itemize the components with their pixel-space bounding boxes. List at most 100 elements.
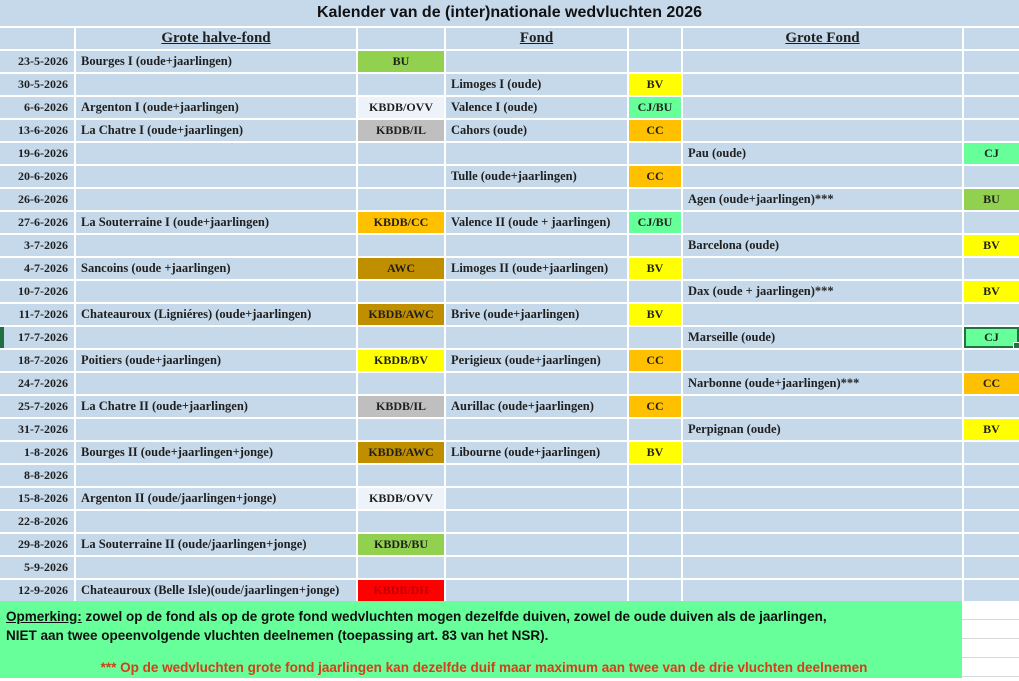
race-name-cell[interactable]: La Souterraine I (oude+jaarlingen): [76, 212, 356, 233]
race-name-cell[interactable]: [683, 465, 962, 486]
race-name-cell[interactable]: [683, 557, 962, 578]
organizer-badge[interactable]: BV: [629, 74, 681, 95]
organizer-badge[interactable]: KBDB/AWC: [358, 442, 444, 463]
date-cell[interactable]: 13-6-2026: [0, 120, 74, 141]
date-cell[interactable]: 23-5-2026: [0, 51, 74, 72]
date-cell[interactable]: 5-9-2026: [0, 557, 74, 578]
empty-badge-cell[interactable]: [358, 74, 444, 95]
race-name-cell[interactable]: [76, 235, 356, 256]
race-name-cell[interactable]: Valence II (oude + jaarlingen): [446, 212, 627, 233]
race-name-cell[interactable]: Bourges II (oude+jaarlingen+jonge): [76, 442, 356, 463]
empty-badge-cell[interactable]: [964, 304, 1019, 325]
empty-cell[interactable]: [962, 601, 1019, 620]
empty-badge-cell[interactable]: [964, 97, 1019, 118]
race-name-cell[interactable]: [446, 235, 627, 256]
organizer-badge[interactable]: CC: [629, 396, 681, 417]
empty-badge-cell[interactable]: [964, 166, 1019, 187]
race-name-cell[interactable]: Argenton II (oude/jaarlingen+jonge): [76, 488, 356, 509]
organizer-badge[interactable]: CJ: [964, 143, 1019, 164]
race-name-cell[interactable]: Aurillac (oude+jaarlingen): [446, 396, 627, 417]
race-name-cell[interactable]: [683, 488, 962, 509]
date-cell[interactable]: 30-5-2026: [0, 74, 74, 95]
empty-badge-cell[interactable]: [964, 534, 1019, 555]
race-name-cell[interactable]: [683, 534, 962, 555]
organizer-badge[interactable]: CC: [964, 373, 1019, 394]
date-cell[interactable]: 8-8-2026: [0, 465, 74, 486]
date-cell[interactable]: 19-6-2026: [0, 143, 74, 164]
organizer-badge[interactable]: BV: [964, 281, 1019, 302]
race-name-cell[interactable]: [683, 51, 962, 72]
race-name-cell[interactable]: [76, 465, 356, 486]
race-name-cell[interactable]: [76, 327, 356, 348]
race-name-cell[interactable]: [446, 511, 627, 532]
empty-badge-cell[interactable]: [964, 557, 1019, 578]
organizer-column-header[interactable]: [358, 28, 444, 49]
empty-badge-cell[interactable]: [964, 350, 1019, 371]
empty-cell[interactable]: [962, 620, 1019, 639]
race-name-cell[interactable]: [683, 580, 962, 601]
empty-badge-cell[interactable]: [358, 557, 444, 578]
organizer-badge[interactable]: KBDB/OVV: [358, 97, 444, 118]
race-name-cell[interactable]: Agen (oude+jaarlingen)***: [683, 189, 962, 210]
race-name-cell[interactable]: Barcelona (oude): [683, 235, 962, 256]
empty-badge-cell[interactable]: [964, 258, 1019, 279]
empty-badge-cell[interactable]: [964, 442, 1019, 463]
empty-badge-cell[interactable]: [964, 74, 1019, 95]
race-name-cell[interactable]: [446, 465, 627, 486]
empty-badge-cell[interactable]: [629, 465, 681, 486]
organizer-badge[interactable]: CC: [629, 166, 681, 187]
race-name-cell[interactable]: Poitiers (oude+jaarlingen): [76, 350, 356, 371]
race-name-cell[interactable]: [683, 258, 962, 279]
organizer-badge[interactable]: KBDB/BU: [358, 534, 444, 555]
race-name-cell[interactable]: Sancoins (oude +jaarlingen): [76, 258, 356, 279]
empty-badge-cell[interactable]: [964, 580, 1019, 601]
race-name-cell[interactable]: [683, 350, 962, 371]
date-cell[interactable]: 29-8-2026: [0, 534, 74, 555]
empty-badge-cell[interactable]: [358, 189, 444, 210]
empty-badge-cell[interactable]: [629, 580, 681, 601]
organizer-badge[interactable]: BV: [964, 419, 1019, 440]
race-name-cell[interactable]: Marseille (oude): [683, 327, 962, 348]
column-header-grote-fond[interactable]: Grote Fond: [683, 28, 962, 49]
empty-badge-cell[interactable]: [629, 557, 681, 578]
empty-badge-cell[interactable]: [629, 189, 681, 210]
organizer-badge[interactable]: CJ/BU: [629, 212, 681, 233]
race-name-cell[interactable]: Tulle (oude+jaarlingen): [446, 166, 627, 187]
date-cell[interactable]: 18-7-2026: [0, 350, 74, 371]
organizer-badge[interactable]: KBDB/IL: [358, 120, 444, 141]
race-name-cell[interactable]: [76, 74, 356, 95]
race-name-cell[interactable]: [446, 281, 627, 302]
empty-badge-cell[interactable]: [964, 51, 1019, 72]
race-name-cell[interactable]: [683, 396, 962, 417]
organizer-column-header[interactable]: [629, 28, 681, 49]
race-name-cell[interactable]: [446, 143, 627, 164]
date-cell[interactable]: 20-6-2026: [0, 166, 74, 187]
column-header-grote-halve-fond[interactable]: Grote halve-fond: [76, 28, 356, 49]
empty-badge-cell[interactable]: [964, 488, 1019, 509]
date-cell[interactable]: 10-7-2026: [0, 281, 74, 302]
race-name-cell[interactable]: [446, 557, 627, 578]
empty-badge-cell[interactable]: [358, 235, 444, 256]
race-name-cell[interactable]: La Chatre II (oude+jaarlingen): [76, 396, 356, 417]
race-name-cell[interactable]: Chateauroux (Belle Isle)(oude/jaarlingen…: [76, 580, 356, 601]
race-name-cell[interactable]: [76, 511, 356, 532]
empty-badge-cell[interactable]: [358, 465, 444, 486]
empty-badge-cell[interactable]: [358, 511, 444, 532]
empty-cell[interactable]: [962, 639, 1019, 658]
empty-badge-cell[interactable]: [358, 166, 444, 187]
race-name-cell[interactable]: [76, 143, 356, 164]
empty-badge-cell[interactable]: [964, 511, 1019, 532]
empty-badge-cell[interactable]: [358, 143, 444, 164]
empty-badge-cell[interactable]: [629, 534, 681, 555]
race-name-cell[interactable]: [683, 442, 962, 463]
race-name-cell[interactable]: Argenton I (oude+jaarlingen): [76, 97, 356, 118]
empty-badge-cell[interactable]: [358, 327, 444, 348]
date-column-header[interactable]: [0, 28, 74, 49]
date-cell[interactable]: 22-8-2026: [0, 511, 74, 532]
organizer-badge[interactable]: BV: [629, 258, 681, 279]
organizer-badge[interactable]: BU: [358, 51, 444, 72]
race-name-cell[interactable]: Brive (oude+jaarlingen): [446, 304, 627, 325]
race-name-cell[interactable]: [76, 419, 356, 440]
race-name-cell[interactable]: Cahors (oude): [446, 120, 627, 141]
race-name-cell[interactable]: Perigieux (oude+jaarlingen): [446, 350, 627, 371]
